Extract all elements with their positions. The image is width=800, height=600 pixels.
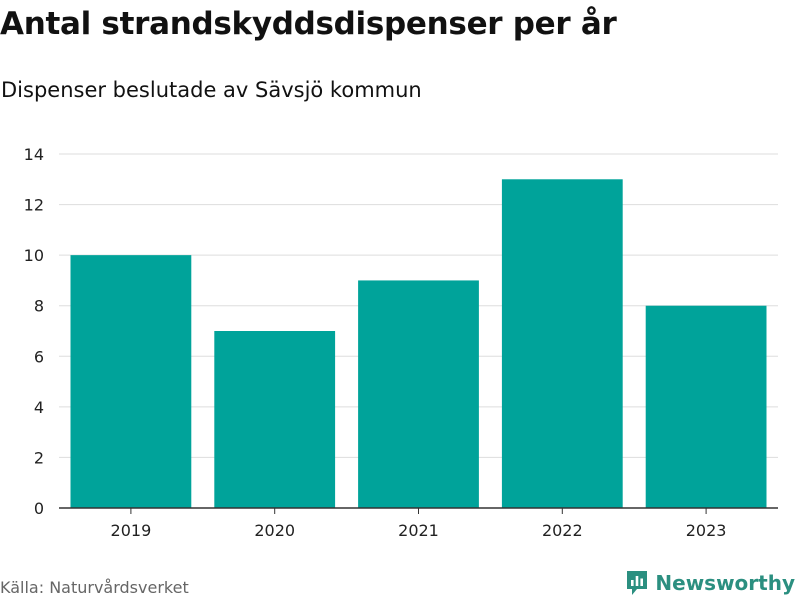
- bar-2020: [214, 331, 336, 508]
- x-tick-label: 2023: [686, 521, 727, 540]
- newsworthy-logo-icon: [627, 571, 648, 595]
- bar-2021: [358, 280, 479, 508]
- brand-name: Newsworthy: [655, 571, 795, 595]
- bars: [70, 179, 767, 509]
- bar-2023: [645, 305, 767, 508]
- y-tick-label: 14: [24, 145, 44, 164]
- axes: [59, 507, 778, 514]
- y-tick-label: 12: [24, 196, 44, 215]
- y-tick-label: 10: [24, 246, 44, 265]
- bar-2022: [501, 179, 623, 509]
- y-tick-label: 6: [34, 347, 44, 366]
- chart-subtitle: Dispenser beslutade av Sävsjö kommun: [1, 78, 422, 102]
- source-note: Källa: Naturvårdsverket: [0, 578, 189, 597]
- y-tick-label: 2: [34, 448, 44, 467]
- y-tick-label: 0: [34, 499, 44, 518]
- chart-title: Antal strandskyddsdispenser per år: [0, 6, 617, 42]
- x-tick-label: 2022: [542, 521, 583, 540]
- tick-labels: 0 2 4 6 8 10 12 14 2019 2020 2021 2022 2023: [24, 145, 727, 540]
- y-tick-label: 4: [34, 398, 44, 417]
- x-tick-label: 2021: [398, 521, 439, 540]
- x-tick-label: 2019: [111, 521, 152, 540]
- x-tick-label: 2020: [254, 521, 295, 540]
- bar-2019: [70, 255, 192, 508]
- y-tick-label: 8: [34, 297, 44, 316]
- brand-logo: Newsworthy: [625, 569, 795, 597]
